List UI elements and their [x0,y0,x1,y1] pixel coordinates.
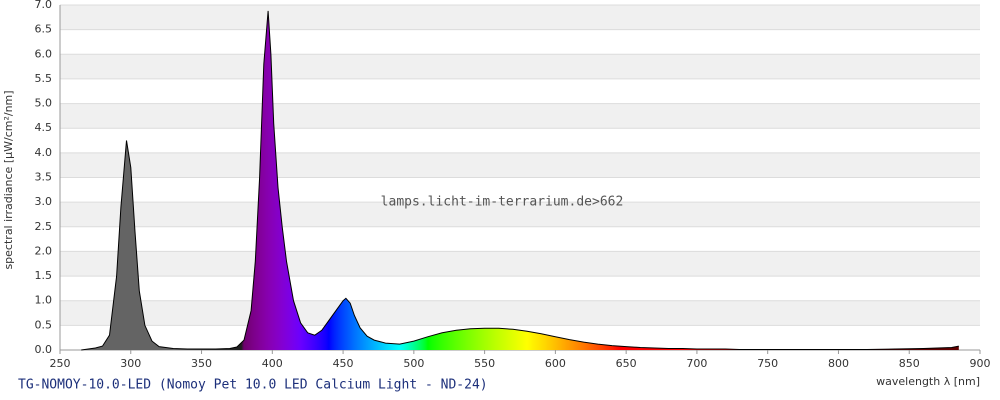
spectrum-outline [81,10,959,351]
y-tick-label: 2.0 [35,244,53,257]
x-tick-label: 750 [757,357,778,370]
x-tick-label: 500 [403,357,424,370]
y-tick-label: 0.5 [35,318,53,331]
plot-background [59,4,980,351]
x-tick-label: 400 [262,357,283,370]
x-axis-label: wavelength λ [nm] [876,375,980,388]
x-tick-label: 250 [50,357,71,370]
x-tick-label: 850 [899,357,920,370]
y-tick-label: 6.5 [35,23,53,36]
x-tick-label: 550 [474,357,495,370]
grid-band [60,103,980,129]
plot [81,10,959,351]
grid-band [60,202,980,227]
y-tick-label: 0.0 [35,343,53,356]
y-axis-label: spectral irradiance [µW/cm²/nm] [2,90,15,269]
y-tick-label: 1.5 [35,269,53,282]
caption: TG-NOMOY-10.0-LED (Nomoy Pet 10.0 LED Ca… [18,378,488,393]
watermark: lamps.licht-im-terrarium.de>662 [381,195,624,210]
x-tick-label: 350 [191,357,212,370]
grid-band [60,251,980,277]
y-tick-label: 4.5 [35,121,53,134]
x-tick-label: 450 [333,357,354,370]
x-tick-label: 650 [616,357,637,370]
grid-band [60,54,980,79]
y-tick-label: 2.5 [35,220,53,233]
x-tick-label: 800 [828,357,849,370]
y-tick-label: 4.0 [35,146,53,159]
x-tick-label: 600 [545,357,566,370]
grid-band [60,5,980,30]
y-tick-label: 6.0 [35,47,53,60]
grid-band [60,152,980,178]
y-tick-label: 3.0 [35,195,53,208]
x-tick-label: 300 [120,357,141,370]
y-tick-label: 3.5 [35,171,53,184]
y-tick-label: 5.0 [35,97,53,110]
grid-band [60,300,980,326]
y-tick-label: 1.0 [35,294,53,307]
x-tick-label: 700 [686,357,707,370]
x-tick-label: 900 [970,357,991,370]
y-tick-label: 5.5 [35,72,53,85]
y-tick-label: 7.0 [35,0,53,11]
